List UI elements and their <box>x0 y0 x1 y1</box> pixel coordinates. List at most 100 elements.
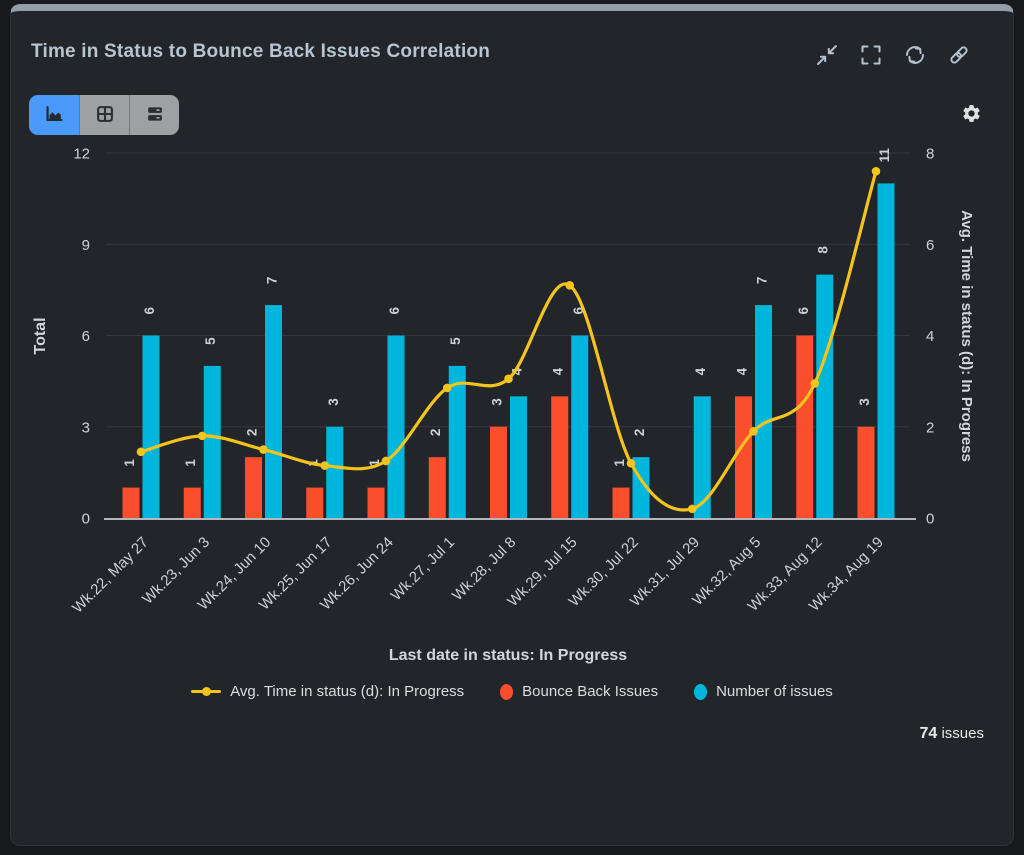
bar-value-label: 11 <box>877 148 892 163</box>
bar-number-of-issues[interactable] <box>203 365 221 518</box>
legend-item-number-of-issues[interactable]: Number of issues <box>694 683 833 700</box>
line-point-marker[interactable] <box>442 383 452 393</box>
bar-value-label: 5 <box>203 337 218 345</box>
bar-value-label: 1 <box>183 459 198 467</box>
right-axis-title: Avg. Time in status (d): In Progress <box>958 210 975 462</box>
line-point-marker[interactable] <box>687 504 697 514</box>
bar-value-label: 4 <box>693 367 708 375</box>
x-axis-label: Wk.27, Jul 1 <box>388 534 458 604</box>
line-point-marker[interactable] <box>810 379 820 388</box>
bar-number-of-issues[interactable] <box>142 335 160 519</box>
left-axis-title: Total <box>32 317 49 354</box>
line-point-marker[interactable] <box>871 166 881 176</box>
bar-number-of-issues[interactable] <box>387 335 405 519</box>
line-point-marker[interactable] <box>504 374 513 384</box>
refresh-icon[interactable] <box>903 43 927 67</box>
bar-value-label: 6 <box>796 307 811 315</box>
bar-bounce-back-issues[interactable] <box>183 487 201 518</box>
view-toggle-group <box>29 95 179 135</box>
bar-bounce-back-issues[interactable] <box>796 335 814 519</box>
bar-number-of-issues[interactable] <box>755 305 772 518</box>
bar-value-label: 7 <box>755 277 770 285</box>
bar-number-of-issues[interactable] <box>448 365 466 518</box>
line-point-marker[interactable] <box>136 447 146 457</box>
gear-icon[interactable] <box>961 103 982 129</box>
bar-bounce-back-issues[interactable] <box>306 487 324 518</box>
table-icon <box>94 103 116 128</box>
bar-value-label: 3 <box>490 398 505 406</box>
bar-value-label: 4 <box>735 367 750 375</box>
left-axis-tick: 6 <box>82 328 90 345</box>
widget-panel: Time in Status to Bounce Back Issues Cor… <box>10 4 1014 846</box>
line-point-marker[interactable] <box>197 431 207 441</box>
bar-number-of-issues[interactable] <box>265 305 282 518</box>
bar-bounce-back-issues[interactable] <box>857 426 875 518</box>
bar-bounce-back-issues[interactable] <box>551 396 569 518</box>
bar-value-label: 1 <box>612 459 627 467</box>
line-point-marker[interactable] <box>626 458 636 468</box>
right-axis-tick: 2 <box>926 419 934 436</box>
issues-count-label: issues <box>941 725 984 742</box>
bar-bounce-back-issues[interactable] <box>122 487 140 518</box>
right-axis-tick: 6 <box>926 237 934 254</box>
area-chart-icon <box>43 103 65 128</box>
link-icon[interactable] <box>947 43 971 67</box>
bar-number-of-issues[interactable] <box>571 335 589 519</box>
chart-legend: Avg. Time in status (d): In Progress Boun… <box>11 683 1013 700</box>
bar-value-label: 2 <box>245 429 260 437</box>
bar-value-label: 5 <box>448 337 463 345</box>
line-point-marker[interactable] <box>259 445 268 454</box>
bar-bounce-back-issues[interactable] <box>428 457 446 518</box>
bar-bounce-back-issues[interactable] <box>612 487 630 518</box>
header-actions <box>815 43 971 67</box>
legend-line-marker <box>191 687 222 696</box>
bar-number-of-issues[interactable] <box>693 396 711 518</box>
legend-item-bounce-back-issues[interactable]: Bounce Back Issues <box>500 683 658 700</box>
bar-value-label: 6 <box>571 307 586 315</box>
bar-value-label: 2 <box>632 429 647 437</box>
rows-icon <box>144 103 166 128</box>
right-axis-tick: 4 <box>926 328 934 345</box>
left-axis-tick: 3 <box>82 419 90 436</box>
bar-value-label: 1 <box>367 459 382 467</box>
right-axis-tick: 0 <box>926 511 934 528</box>
legend-label: Avg. Time in status (d): In Progress <box>230 683 465 700</box>
bar-value-label: 4 <box>551 367 566 375</box>
bar-bounce-back-issues[interactable] <box>245 457 262 518</box>
chart-view-button[interactable] <box>29 95 79 135</box>
line-point-marker[interactable] <box>381 456 391 466</box>
bar-bounce-back-issues[interactable] <box>367 487 385 518</box>
legend-label: Number of issues <box>716 683 833 700</box>
line-point-marker[interactable] <box>749 427 758 436</box>
bar-value-label: 4 <box>510 367 525 375</box>
collapse-icon[interactable] <box>815 43 839 67</box>
bar-value-label: 3 <box>326 398 341 406</box>
bar-number-of-issues[interactable] <box>510 396 527 518</box>
widget-title: Time in Status to Bounce Back Issues Cor… <box>31 41 491 62</box>
x-axis-label: Wk.22, May 27 <box>69 534 152 617</box>
bar-value-label: 6 <box>387 307 402 315</box>
issues-count: 74 issues <box>920 725 985 743</box>
left-axis-tick: 9 <box>82 237 90 254</box>
fullscreen-icon[interactable] <box>859 43 883 67</box>
bar-bounce-back-issues[interactable] <box>490 426 507 518</box>
table-view-button[interactable] <box>79 95 129 135</box>
line-point-marker[interactable] <box>320 461 330 470</box>
bar-number-of-issues[interactable] <box>326 426 344 518</box>
bar-number-of-issues[interactable] <box>816 274 834 518</box>
right-axis-tick: 8 <box>926 146 934 163</box>
bar-value-label: 7 <box>265 277 280 285</box>
legend-item-avg-time-in-status-d-in-progress[interactable]: Avg. Time in status (d): In Progress <box>191 683 464 700</box>
bar-value-label: 8 <box>816 246 831 254</box>
rows-view-button[interactable] <box>129 95 179 135</box>
legend-dot-marker <box>694 683 708 700</box>
line-point-marker[interactable] <box>565 281 575 290</box>
avg-time-line[interactable] <box>139 169 878 512</box>
left-axis-tick: 12 <box>73 146 90 163</box>
bar-bounce-back-issues[interactable] <box>735 396 752 518</box>
bar-number-of-issues[interactable] <box>877 183 895 518</box>
legend-dot-marker <box>500 683 514 700</box>
legend-line-dot <box>201 687 211 696</box>
bar-value-label: 6 <box>142 307 157 315</box>
